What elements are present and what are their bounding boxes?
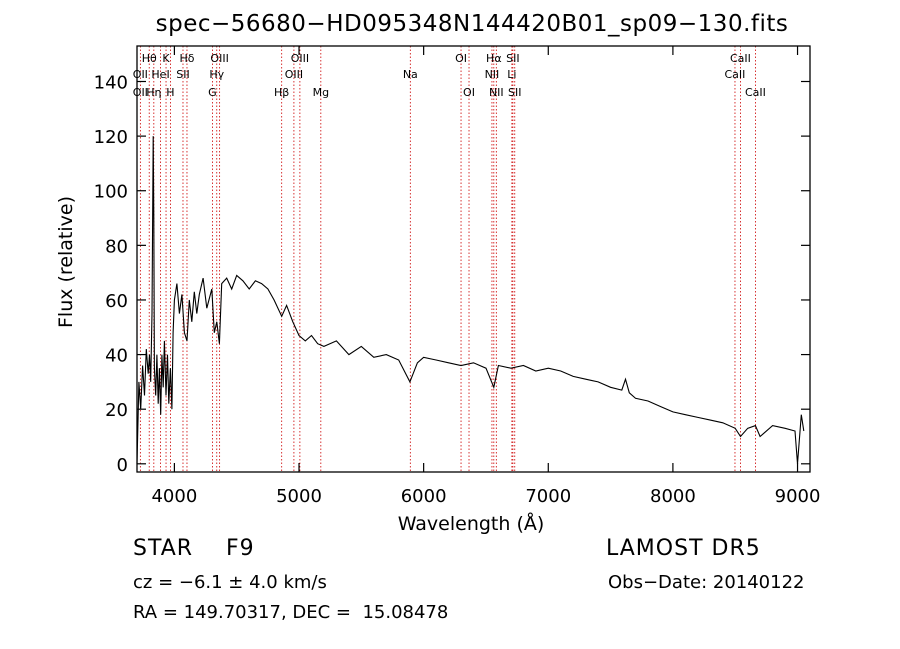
chart-title: spec−56680−HD095348N144420B01_sp09−130.f… <box>156 11 789 37</box>
axes-frame <box>136 45 811 473</box>
x-tick-label: 4000 <box>151 486 197 507</box>
ra-dec-coordinates: RA = 149.70317, DEC = 15.08478 <box>133 602 449 623</box>
x-axis-label: Wavelength (Å) <box>398 512 545 535</box>
y-tick-label: 20 <box>105 400 128 421</box>
line-label: HeI <box>151 68 169 81</box>
line-label: Hθ <box>142 52 157 65</box>
line-label: NII <box>485 68 500 81</box>
redshift-cz: cz = −6.1 ± 4.0 km/s <box>133 572 327 593</box>
line-label: Hη <box>146 86 161 99</box>
y-tick-label: 140 <box>94 73 128 94</box>
line-label: OII <box>133 68 148 81</box>
line-label: Li <box>507 68 516 81</box>
object-class: STAR <box>133 536 194 561</box>
line-label: OI <box>463 86 475 99</box>
line-label: CaII <box>745 86 766 99</box>
line-label: Hβ <box>274 86 289 99</box>
x-tick-label: 9000 <box>775 486 821 507</box>
line-label: SII <box>508 86 521 99</box>
line-label: Mg <box>313 86 329 99</box>
spectral-line-markers <box>139 46 756 472</box>
survey-name: LAMOST DR5 <box>606 536 761 561</box>
x-tick-label: 7000 <box>525 486 571 507</box>
y-tick-label: 120 <box>94 127 128 148</box>
line-label: G <box>208 86 217 99</box>
object-subclass: F9 <box>226 536 255 561</box>
spectrum-line <box>136 136 805 464</box>
x-tick-label: 8000 <box>650 486 696 507</box>
line-label: OIII <box>210 52 228 65</box>
line-label: Hδ <box>179 52 194 65</box>
line-label: SII <box>176 68 189 81</box>
y-tick-label: 100 <box>94 182 128 203</box>
observation-date: Obs−Date: 20140122 <box>608 572 805 593</box>
line-label: CaII <box>725 68 746 81</box>
line-label: SII <box>506 52 519 65</box>
line-label: H <box>166 86 174 99</box>
line-label: OIII <box>291 52 309 65</box>
y-axis-label: Flux (relative) <box>55 196 77 328</box>
y-tick-label: 40 <box>105 346 128 367</box>
line-label: K <box>162 52 170 65</box>
line-label: Na <box>403 68 418 81</box>
y-tick-label: 0 <box>117 455 128 476</box>
line-label: OI <box>455 52 467 65</box>
line-label: OIII <box>285 68 303 81</box>
axis-ticks: 4000 5000 6000 7000 8000 9000 0 20 40 60 80 100 120 1… <box>94 46 821 507</box>
line-label: Hγ <box>209 68 224 81</box>
x-tick-label: 5000 <box>276 486 322 507</box>
line-label: NII <box>489 86 504 99</box>
line-label: CaII <box>730 52 751 65</box>
y-tick-label: 80 <box>105 236 128 257</box>
y-tick-label: 60 <box>105 291 128 312</box>
line-label: Hα <box>486 52 502 65</box>
x-tick-label: 6000 <box>401 486 447 507</box>
